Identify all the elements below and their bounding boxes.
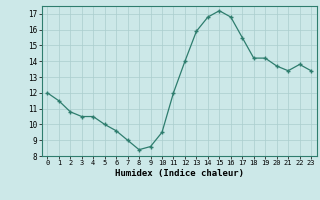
X-axis label: Humidex (Indice chaleur): Humidex (Indice chaleur) — [115, 169, 244, 178]
